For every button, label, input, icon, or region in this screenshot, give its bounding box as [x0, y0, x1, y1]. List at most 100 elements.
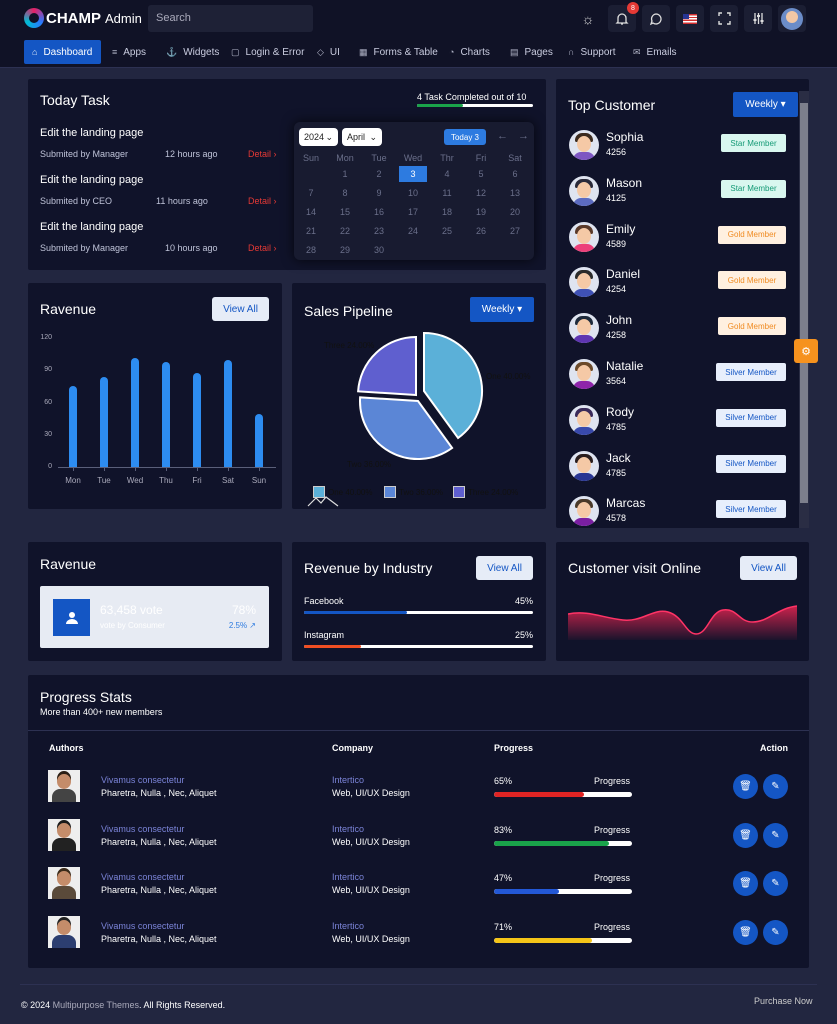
customer-row[interactable]: Marcas 4578 Silver Member — [565, 490, 790, 534]
task-detail-link[interactable]: Detail › — [248, 149, 277, 159]
bar[interactable] — [224, 359, 232, 467]
chat-button[interactable] — [642, 5, 670, 32]
author-name-link[interactable]: Vivamus consectetur — [101, 823, 185, 834]
company-link[interactable]: Multipurpose Themes — [52, 1000, 140, 1010]
prev-month-icon[interactable]: ← — [497, 130, 508, 142]
company-name-link[interactable]: Intertico — [332, 920, 365, 931]
delete-button[interactable]: 🗑 — [733, 919, 758, 945]
nav-item-login-error[interactable]: ▢ Login & Error — [223, 40, 312, 64]
calendar-day[interactable]: 2 — [376, 169, 382, 179]
author-name-link[interactable]: Vivamus consectetur — [101, 872, 185, 882]
calendar-day[interactable]: 20 — [509, 207, 520, 217]
legend-swatch-one[interactable] — [313, 486, 325, 498]
calendar-day[interactable]: 3 — [399, 166, 427, 182]
bar[interactable] — [100, 376, 108, 467]
bar[interactable] — [193, 373, 201, 467]
calendar-day[interactable]: 18 — [441, 207, 452, 217]
task-detail-link[interactable]: Detail › — [248, 196, 277, 206]
author-name-link[interactable]: Vivamus consectetur — [101, 775, 185, 785]
next-month-icon[interactable]: → — [518, 130, 529, 142]
visit-view-all-button[interactable]: View All — [740, 556, 797, 580]
calendar-day[interactable]: 5 — [478, 169, 484, 179]
company-name-link[interactable]: Intertico — [332, 775, 365, 785]
bar[interactable] — [255, 414, 263, 467]
notifications-button[interactable]: 8 — [608, 2, 639, 32]
calendar-day[interactable]: 4 — [444, 169, 450, 179]
bar[interactable] — [131, 358, 139, 467]
customer-row[interactable]: Rody 4785 Silver Member — [565, 399, 790, 443]
customer-row[interactable]: Daniel 4254 Gold Member — [565, 261, 790, 305]
company-name-link[interactable]: Intertico — [332, 823, 365, 834]
year-select[interactable]: 2024 ⌄ — [299, 128, 338, 146]
calendar-day[interactable]: 28 — [305, 245, 316, 255]
legend-swatch-two[interactable] — [384, 486, 396, 498]
calendar-day[interactable]: 29 — [339, 245, 350, 255]
calendar-day[interactable]: 27 — [509, 226, 520, 236]
pie-slice[interactable] — [423, 331, 483, 440]
customer-row[interactable]: Emily 4589 Gold Member — [565, 216, 790, 260]
calendar-day[interactable]: 26 — [475, 226, 486, 236]
calendar-day[interactable]: 23 — [373, 226, 384, 236]
calendar-day[interactable]: 13 — [509, 188, 520, 198]
pie-slice[interactable] — [357, 335, 417, 397]
today-button[interactable]: Today 3 — [444, 129, 486, 145]
calendar-day[interactable]: 1 — [342, 169, 348, 179]
bar[interactable] — [69, 386, 77, 467]
industry-view-all-button[interactable]: View All — [476, 556, 533, 580]
edit-button[interactable]: ✎ — [763, 919, 788, 945]
nav-item-charts[interactable]: ◔ Charts — [441, 40, 498, 64]
calendar-day[interactable]: 24 — [407, 226, 418, 236]
delete-button[interactable]: 🗑 — [733, 871, 758, 896]
calendar-day[interactable]: 10 — [407, 188, 418, 198]
author-name-link[interactable]: Vivamus consectetur — [101, 920, 185, 931]
nav-item-emails[interactable]: ✉ Emails — [625, 40, 685, 64]
nav-item-pages[interactable]: ▤ Pages — [502, 40, 561, 64]
calendar-day[interactable]: 15 — [339, 207, 350, 217]
calendar-day[interactable]: 12 — [475, 188, 486, 198]
customer-filter-button[interactable]: Weekly ▾ — [733, 92, 798, 117]
settings-button[interactable] — [744, 5, 772, 32]
nav-item-forms-table[interactable]: ▦ Forms & Table — [351, 40, 446, 64]
calendar-day[interactable]: 7 — [308, 188, 314, 198]
nav-item-apps[interactable]: ≡ Apps — [104, 40, 154, 64]
scrollbar-thumb[interactable] — [800, 103, 808, 503]
theme-toggle-button[interactable]: ☼ — [574, 5, 602, 32]
customer-row[interactable]: Natalie 3564 Silver Member — [565, 353, 790, 397]
edit-button[interactable]: ✎ — [763, 871, 788, 896]
edit-button[interactable]: ✎ — [763, 822, 788, 848]
calendar-day[interactable]: 11 — [442, 188, 452, 198]
customer-row[interactable]: Mason 4125 Star Member — [565, 170, 790, 214]
nav-item-widgets[interactable]: ⚓ Widgets — [158, 40, 227, 64]
calendar-day[interactable]: 22 — [339, 226, 350, 236]
calendar-day[interactable]: 19 — [475, 207, 486, 217]
customer-row[interactable]: Jack 4785 Silver Member — [565, 445, 790, 489]
calendar-day[interactable]: 30 — [373, 245, 384, 255]
nav-item-ui[interactable]: ◇ UI — [309, 40, 348, 64]
edit-button[interactable]: ✎ — [763, 774, 788, 799]
pipeline-filter-button[interactable]: Weekly ▾ — [470, 297, 534, 322]
calendar-day[interactable]: 14 — [305, 207, 316, 217]
language-button[interactable] — [676, 5, 704, 32]
delete-button[interactable]: 🗑 — [733, 822, 758, 848]
calendar-day[interactable]: 17 — [407, 207, 418, 217]
user-profile-button[interactable] — [778, 5, 806, 32]
company-name-link[interactable]: Intertico — [332, 872, 365, 882]
logo[interactable]: CHAMP Admin — [24, 8, 142, 28]
bar[interactable] — [162, 361, 170, 467]
customer-row[interactable]: Sophia 4256 Star Member — [565, 124, 790, 168]
delete-button[interactable]: 🗑 — [733, 774, 758, 799]
customer-row[interactable]: John 4258 Gold Member — [565, 307, 790, 351]
calendar-day[interactable]: 6 — [512, 169, 518, 179]
revenue-view-all-button[interactable]: View All — [212, 297, 269, 321]
fullscreen-button[interactable] — [710, 5, 738, 32]
nav-item-support[interactable]: ∩ Support — [560, 40, 624, 64]
task-detail-link[interactable]: Detail › — [248, 243, 277, 253]
calendar-day[interactable]: 8 — [342, 188, 348, 198]
scrollbar[interactable] — [799, 91, 809, 528]
search-input[interactable]: Search — [148, 5, 313, 32]
pie-slice[interactable] — [359, 396, 454, 460]
calendar-day[interactable]: 16 — [373, 207, 384, 217]
calendar-day[interactable]: 21 — [305, 226, 316, 236]
purchase-now-link[interactable]: Purchase Now — [754, 996, 813, 1006]
nav-item-dashboard[interactable]: ⌂ Dashboard — [24, 40, 101, 64]
